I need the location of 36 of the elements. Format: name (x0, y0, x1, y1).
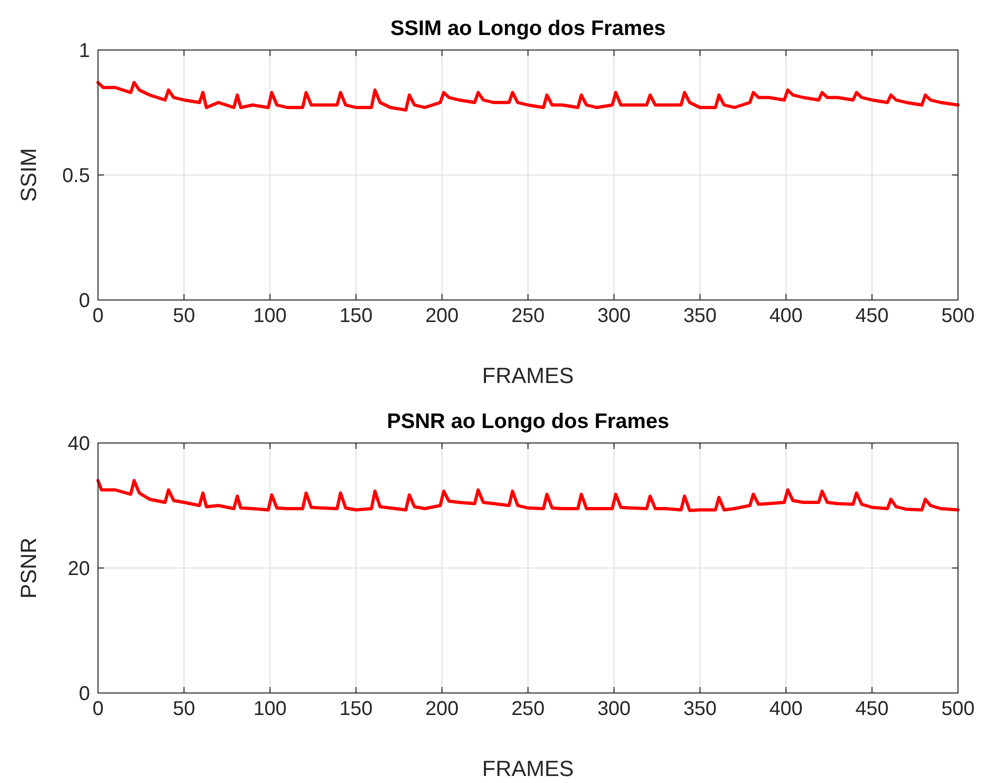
x-tick-label: 100 (253, 305, 287, 327)
y-axis-title: PSNR (16, 537, 41, 599)
x-tick-label: 50 (172, 698, 196, 720)
line-series (96, 80, 960, 112)
x-tick-label: 250 (511, 698, 545, 720)
y-tick-label: 20 (68, 558, 90, 580)
y-tick-label: 0.5 (62, 165, 90, 187)
x-tick-label: 500 (941, 698, 975, 720)
x-axis-title: FRAMES (482, 363, 574, 388)
x-tick-label: 400 (769, 698, 803, 720)
x-tick-label: 350 (683, 305, 717, 327)
x-axis-title: FRAMES (482, 756, 574, 781)
line-series (96, 478, 960, 512)
x-tick-label: 500 (941, 305, 975, 327)
y-tick-label: 0 (78, 290, 90, 312)
x-tick-label: 250 (511, 305, 545, 327)
y-axis-title: SSIM (16, 148, 41, 202)
y-tick-label: 0 (78, 683, 90, 705)
x-tick-label: 400 (769, 305, 803, 327)
x-tick-label: 200 (425, 305, 459, 327)
chart-title: SSIM ao Longo dos Frames (390, 17, 666, 40)
x-tick-label: 50 (172, 305, 196, 327)
x-tick-label: 0 (92, 698, 104, 720)
x-tick-label: 300 (597, 305, 631, 327)
x-tick-label: 200 (425, 698, 459, 720)
x-tick-label: 450 (855, 698, 889, 720)
chart-title: PSNR ao Longo dos Frames (386, 410, 670, 433)
x-tick-label: 100 (253, 698, 287, 720)
x-tick-label: 450 (855, 305, 889, 327)
x-tick-label: 350 (683, 698, 717, 720)
x-tick-label: 300 (597, 698, 631, 720)
y-tick-label: 1 (78, 40, 90, 62)
x-tick-label: 150 (339, 698, 373, 720)
x-tick-label: 150 (339, 305, 373, 327)
y-tick-label: 40 (68, 433, 90, 455)
x-tick-label: 0 (92, 305, 104, 327)
